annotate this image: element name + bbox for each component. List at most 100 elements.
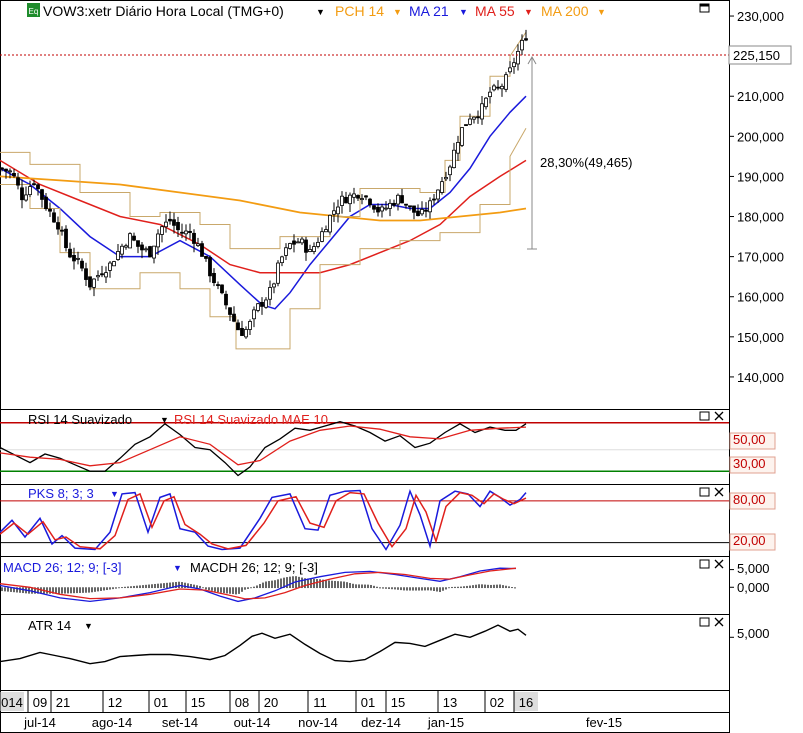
candle [76,257,80,260]
price-axis-label: 170,000 [737,250,784,265]
price-panel[interactable] [0,29,528,350]
ma55-dropdown-icon[interactable]: ▼ [524,7,533,17]
panel-maximize-icon[interactable] [699,487,710,497]
candle [164,221,168,228]
candle [436,189,440,200]
pch-dropdown-icon[interactable]: ▼ [393,7,402,17]
candle [512,62,516,68]
candle [324,229,328,233]
pks-axis-badge [729,492,776,510]
candle [412,205,416,213]
time-axis-day: 15 [391,695,405,710]
price-axis-label: 150,000 [737,330,784,345]
candle [68,248,72,258]
pks-dropdown-icon[interactable]: ▼ [110,489,119,499]
candle [212,272,216,284]
candle [384,207,388,210]
measure-arrow-icon [527,55,537,65]
candle [140,244,144,251]
macd-dropdown-icon[interactable]: ▼ [173,563,182,573]
time-axis-day: 02 [490,695,504,710]
time-axis-day: 08 [235,695,249,710]
time-axis-month: nov-14 [298,715,338,730]
candle [52,212,56,223]
candle [104,272,108,278]
candle [200,243,204,257]
candle [208,257,212,277]
time-axis-selection [514,692,538,711]
candle [152,245,156,259]
candle [348,194,352,205]
candle [256,303,260,311]
candle [24,194,28,201]
candle [56,222,60,230]
pks-title[interactable]: PKS 8; 3; 3 [28,486,94,501]
candle [84,268,88,280]
candle [320,231,324,242]
candle [40,189,44,200]
rsi-dropdown-icon[interactable]: ▼ [160,415,169,425]
price-frame [0,0,730,410]
price-axis-label: 180,000 [737,210,784,225]
panel-close-icon[interactable] [714,411,724,421]
price-axis-label: 230,000 [737,9,784,24]
atr-title[interactable]: ATR 14 [28,618,71,633]
atr-dropdown-icon[interactable]: ▼ [84,621,93,631]
candle [252,309,256,320]
candle [280,256,284,264]
candle [92,278,96,288]
candle [88,276,92,288]
indicator-panels [0,411,776,665]
candle [276,262,280,284]
candle [396,194,400,205]
symbol-title[interactable]: VOW3:xetr Diário Hora Local (TMG+0) [43,3,284,19]
panel-maximize-icon[interactable] [699,559,710,569]
panel-maximize-icon[interactable] [699,617,710,627]
ma21-dropdown-icon[interactable]: ▼ [459,7,468,17]
indicator-pch[interactable]: PCH 14 [335,3,384,19]
overlay-ma-200 [0,175,527,222]
overlay-ma-21 [0,95,527,310]
candle [328,214,332,233]
time-axis-day: 16 [519,695,533,710]
time-axis-month: out-14 [234,715,271,730]
panel-close-icon[interactable] [714,617,724,627]
indicator-ma21[interactable]: MA 21 [409,3,449,19]
symbol-dropdown-icon[interactable]: ▼ [316,7,325,17]
panel-maximize-icon[interactable] [699,411,710,421]
candle [292,240,296,245]
candle [372,205,376,210]
rsi-signal-title[interactable]: RSI 14 Suavizado MAE 10 [174,412,328,427]
candle [316,241,320,247]
panel-close-icon[interactable] [714,559,724,569]
rsi-title[interactable]: RSI 14 Suavizado [28,412,132,427]
ma200-dropdown-icon[interactable]: ▼ [597,7,606,17]
indicator-ma55[interactable]: MA 55 [475,3,515,19]
candle [344,196,348,204]
candle [444,176,448,180]
candle [420,209,424,215]
pks-axis-80: 80,00 [733,492,766,507]
time-axis-month: set-14 [162,715,198,730]
candle [260,301,264,307]
maximize-icon[interactable] [699,3,710,13]
rsi-signal-line [0,425,527,467]
candle [468,118,472,125]
price-axis-label: 210,000 [737,89,784,104]
macdh-title[interactable]: MACDH 26; 12; 9; [-3] [190,560,318,575]
candle [32,183,36,186]
candle [312,246,316,252]
candle [480,103,484,120]
time-axis-month: fev-15 [586,715,622,730]
time-axis-month: jan-15 [427,715,464,730]
indicator-ma200[interactable]: MA 200 [541,3,589,19]
candle [452,149,456,169]
panel-close-icon[interactable] [714,487,724,497]
time-axis-day: 09 [33,695,47,710]
candle [136,240,140,247]
candle [380,206,384,212]
macd-title[interactable]: MACD 26; 12; 9; [-3] [3,560,122,575]
candle [224,293,228,306]
candle [220,284,224,294]
price-axis-label: 190,000 [737,169,784,184]
